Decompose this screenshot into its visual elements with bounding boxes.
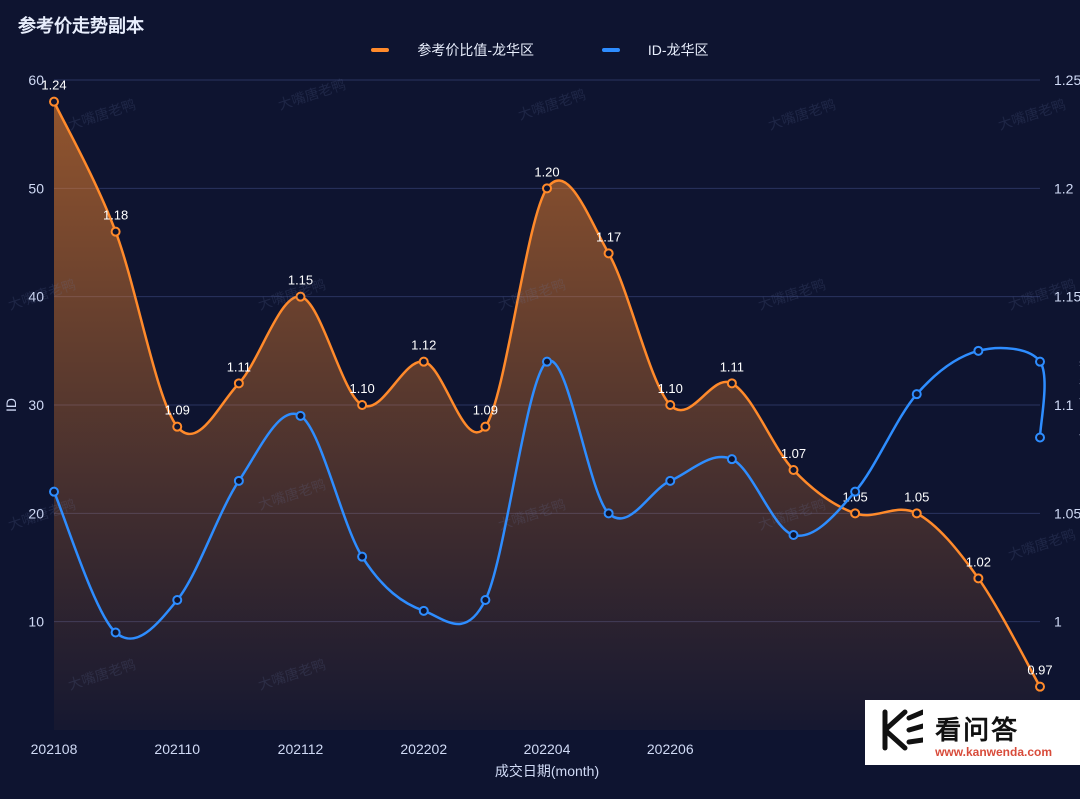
svg-text:202108: 202108	[31, 741, 78, 757]
svg-text:202206: 202206	[647, 741, 694, 757]
svg-text:大嘴唐老鸭: 大嘴唐老鸭	[756, 276, 828, 313]
svg-text:202110: 202110	[154, 741, 200, 757]
footer-logo: 看问答 www.kanwenda.com	[865, 700, 1080, 765]
svg-text:1.25: 1.25	[1054, 72, 1080, 88]
svg-text:1.2: 1.2	[1054, 180, 1074, 196]
svg-text:202112: 202112	[278, 741, 324, 757]
svg-text:202202: 202202	[400, 741, 447, 757]
svg-text:1.1: 1.1	[1054, 397, 1074, 413]
svg-text:1.09: 1.09	[473, 403, 498, 418]
svg-text:1.24: 1.24	[41, 78, 66, 93]
svg-text:大嘴唐老鸭: 大嘴唐老鸭	[276, 76, 348, 113]
svg-text:1.10: 1.10	[349, 381, 374, 396]
chart-container: 参考价走势副本 参考价比值-龙华区 ID-龙华区 10203040506011.…	[0, 0, 1080, 799]
svg-text:1.07: 1.07	[781, 446, 806, 461]
svg-text:1.20: 1.20	[534, 164, 559, 179]
svg-text:1.11: 1.11	[720, 359, 744, 374]
svg-text:大嘴唐老鸭: 大嘴唐老鸭	[996, 96, 1068, 133]
svg-text:大嘴唐老鸭: 大嘴唐老鸭	[1006, 276, 1078, 313]
svg-text:1.12: 1.12	[411, 338, 436, 353]
svg-text:1.05: 1.05	[1054, 505, 1080, 521]
svg-text:10: 10	[28, 614, 44, 630]
svg-text:大嘴唐老鸭: 大嘴唐老鸭	[66, 96, 138, 133]
footer-logo-subtitle: www.kanwenda.com	[935, 745, 1052, 759]
svg-text:0.97: 0.97	[1027, 663, 1052, 678]
svg-text:1.05: 1.05	[904, 489, 929, 504]
footer-logo-title: 看问答	[935, 710, 1052, 747]
svg-text:1.09: 1.09	[165, 403, 190, 418]
svg-text:1: 1	[1054, 614, 1062, 630]
svg-text:50: 50	[28, 180, 44, 196]
logo-glyph-icon	[879, 708, 923, 752]
svg-text:大嘴唐老鸭: 大嘴唐老鸭	[766, 96, 838, 133]
svg-text:202204: 202204	[524, 741, 571, 757]
svg-text:1.17: 1.17	[596, 229, 621, 244]
svg-text:1.18: 1.18	[103, 208, 128, 223]
svg-text:30: 30	[28, 397, 44, 413]
svg-text:1.11: 1.11	[227, 359, 251, 374]
chart-svg: 10203040506011.051.11.151.21.25202108202…	[0, 0, 1080, 799]
svg-text:大嘴唐老鸭: 大嘴唐老鸭	[516, 86, 588, 123]
svg-text:ID: ID	[3, 398, 19, 412]
svg-text:1.10: 1.10	[658, 381, 683, 396]
svg-text:大嘴唐老鸭: 大嘴唐老鸭	[1006, 526, 1078, 563]
svg-text:1.02: 1.02	[966, 554, 991, 569]
svg-text:成交日期(month): 成交日期(month)	[495, 763, 599, 779]
